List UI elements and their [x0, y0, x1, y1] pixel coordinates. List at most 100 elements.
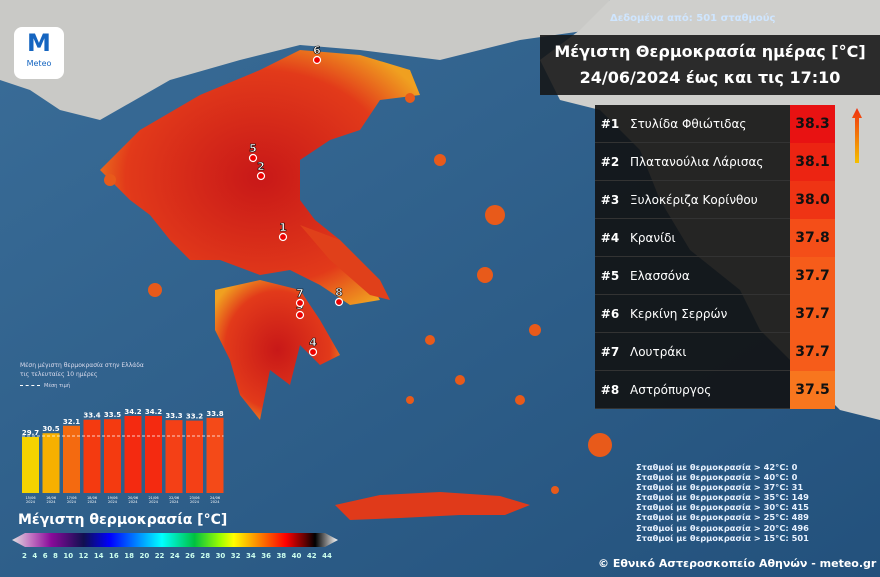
bar — [145, 415, 162, 493]
scale-tick: 44 — [322, 552, 332, 560]
bar-value: 33.3 — [165, 412, 182, 420]
scale-tick: 28 — [200, 552, 211, 560]
scale-tick: 18 — [124, 552, 134, 560]
rank-number: #5 — [600, 268, 620, 283]
rank-number: #1 — [600, 116, 620, 131]
station-name: Αστρόπυργος — [630, 382, 712, 397]
ranking-row: #3 Ξυλοκέριζα Κορίνθου 38.0 — [595, 180, 835, 219]
station-marker[interactable] — [295, 298, 305, 308]
bar-value: 33.2 — [186, 413, 203, 421]
station-marker[interactable] — [308, 347, 318, 357]
scale-tick: 42 — [306, 552, 317, 560]
bar-date: 20/06 — [128, 496, 138, 500]
bar — [165, 420, 183, 493]
scale-tick: 16 — [109, 552, 119, 560]
rank-number: #6 — [600, 306, 620, 321]
marker-label: 1 — [279, 221, 287, 234]
source-note: Δεδομένα από: 501 σταθμούς — [610, 13, 776, 24]
station-marker[interactable] — [278, 232, 288, 242]
bar-year: 2024 — [26, 500, 36, 504]
bar-year: 2024 — [149, 500, 159, 504]
bar-year: 2024 — [170, 500, 180, 504]
rank-number: #4 — [600, 230, 620, 245]
station-marker[interactable] — [295, 310, 305, 320]
temperature-value: 37.7 — [790, 294, 835, 333]
bar-value: 33.8 — [206, 410, 223, 418]
temperature-value: 37.7 — [790, 256, 835, 295]
bar-date: 23/06 — [189, 496, 199, 500]
scale-tick: 14 — [93, 552, 104, 560]
station-marker[interactable] — [312, 55, 322, 65]
station-marker[interactable] — [248, 153, 258, 163]
color-scale-ticks: 2 4 6 8 10 12 14 16 18 20 22 24 26 28 30 32 34 36 38 40 42 44 — [22, 552, 332, 560]
station-stats: Σταθμοί με θερμοκρασία > 42°C: 0 Σταθμοί … — [636, 462, 809, 543]
station-marker[interactable] — [256, 171, 266, 181]
scale-tick: 30 — [215, 552, 226, 560]
bar-value: 29.7 — [22, 429, 39, 437]
scale-tick: 32 — [230, 552, 241, 560]
ranking-row: #1 Στυλίδα Φθιώτιδας 38.3 — [595, 104, 835, 143]
bar-year: 2024 — [108, 500, 118, 504]
rank-number: #2 — [600, 154, 620, 169]
bar — [186, 420, 203, 493]
islands — [104, 93, 612, 494]
mini-chart-title: Μέση μέγιστη θερμοκρασία στην Ελλάδα τις … — [20, 362, 144, 378]
temperature-value: 38.1 — [790, 142, 835, 181]
stat-line: Σταθμοί με θερμοκρασία > 15°C: 501 — [636, 532, 809, 543]
bar — [42, 433, 60, 493]
bar-date: 19/06 — [107, 496, 117, 500]
temperature-value: 37.5 — [790, 370, 835, 409]
stat-line: Σταθμοί με θερμοκρασία > 42°C: 0 — [636, 462, 798, 472]
bar-date: 22/06 — [169, 496, 179, 500]
rank-number: #8 — [600, 382, 620, 397]
scale-tick: 6 — [42, 552, 48, 560]
bar — [206, 417, 224, 493]
balkans-land — [0, 0, 610, 120]
bar-value: 30.5 — [42, 425, 59, 433]
bar-date: 18/06 — [87, 496, 97, 500]
ranking-row: #5 Ελασσόνα 37.7 — [595, 256, 835, 295]
bar-date: 17/06 — [66, 496, 76, 500]
station-name: Ελασσόνα — [630, 268, 690, 283]
temperature-value: 38.0 — [790, 180, 835, 219]
scale-tick: 20 — [139, 552, 150, 560]
marker-label: 6 — [313, 44, 321, 57]
scale-tick: 26 — [185, 552, 195, 560]
bar-date: 16/06 — [46, 496, 56, 500]
crete — [335, 492, 530, 520]
stat-line: Σταθμοί με θερμοκρασία > 40°C: 0 — [636, 472, 798, 483]
temperature-value: 37.7 — [790, 332, 835, 371]
bar-date: 24/06 — [210, 496, 220, 500]
station-name: Κρανίδι — [630, 230, 676, 245]
bar-year: 2024 — [211, 500, 221, 504]
temperature-value: 37.8 — [790, 218, 835, 257]
scale-tick: 38 — [276, 552, 287, 560]
bar-year: 2024 — [88, 500, 98, 504]
scale-tick: 34 — [246, 552, 256, 560]
rank-number: #7 — [600, 344, 620, 359]
ranking-row: #6 Κερκίνη Σερρών 37.7 — [595, 294, 835, 333]
peloponnese — [215, 280, 340, 420]
marker-label: 4 — [309, 336, 317, 349]
marker-label: 8 — [335, 286, 343, 299]
bar-value: 32.1 — [63, 418, 80, 426]
bar — [22, 436, 39, 493]
bar — [104, 419, 121, 493]
scale-tick: 40 — [291, 552, 302, 560]
ranking-row: #2 Πλατανούλια Λάρισας 38.1 — [595, 142, 835, 181]
station-name: Στυλίδα Φθιώτιδας — [630, 116, 747, 131]
legend-title: Μέγιστη θερμοκρασία [°C] — [18, 512, 228, 528]
station-name: Ξυλοκέριζα Κορίνθου — [630, 192, 758, 207]
rank-number: #3 — [600, 192, 620, 207]
ranking-table: #1 Στυλίδα Φθιώτιδας 38.3 #2 Πλατανούλια Λάρ… — [595, 104, 835, 409]
station-name: Πλατανούλια Λάρισας — [630, 154, 764, 169]
station-marker[interactable] — [334, 297, 344, 307]
bar-year: 2024 — [47, 500, 57, 504]
color-scale-bar — [12, 533, 338, 547]
temperature-value: 38.3 — [790, 104, 835, 143]
ranking-row: #4 Κρανίδι 37.8 — [595, 218, 835, 257]
ranking-row: #8 Αστρόπυργος 37.5 — [595, 370, 835, 409]
station-name: Λουτράκι — [630, 344, 687, 359]
scale-tick: 2 — [22, 552, 27, 560]
mean-legend: Μέση τιμή — [20, 383, 70, 389]
